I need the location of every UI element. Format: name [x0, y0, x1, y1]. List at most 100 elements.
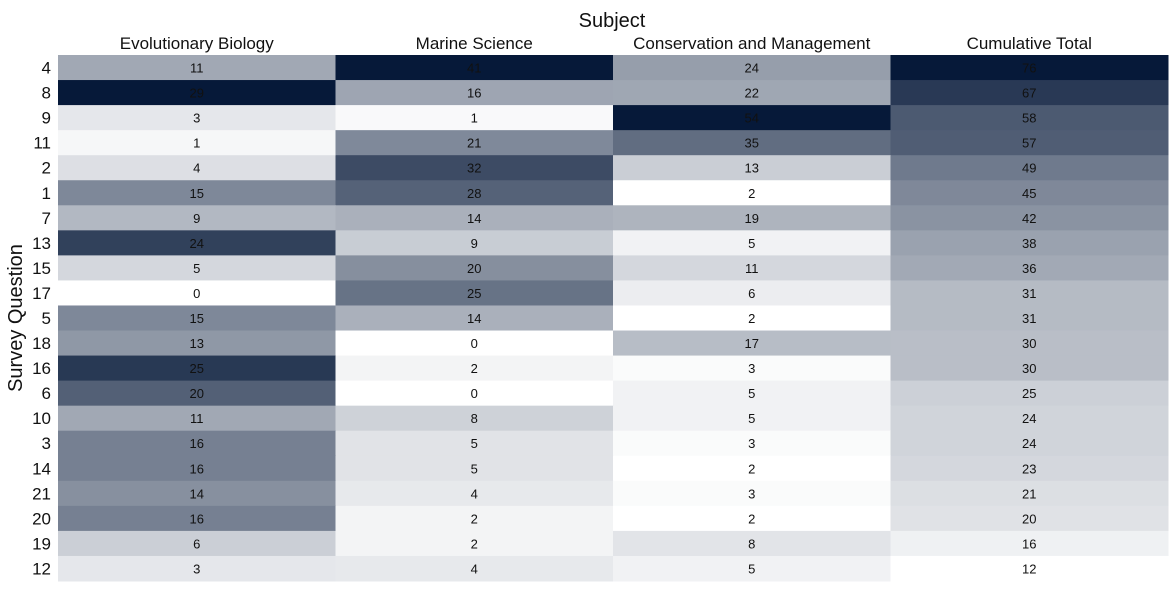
- cell-value-label: 16: [190, 511, 204, 526]
- row-label: 4: [42, 59, 51, 78]
- row-label: 21: [32, 484, 51, 503]
- heatmap-cell: [58, 205, 336, 231]
- row-label: 19: [32, 534, 51, 553]
- heatmap-cell: [58, 405, 336, 432]
- cell-value-label: 6: [193, 536, 200, 551]
- cell-value-label: 35: [745, 136, 759, 151]
- heatmap-cell: [335, 355, 614, 382]
- cell-value-label: 16: [467, 86, 481, 101]
- heatmap-cell: [335, 230, 614, 256]
- cell-value-label: 5: [471, 461, 478, 476]
- cell-value-label: 29: [190, 86, 204, 101]
- cell-value-label: 9: [471, 236, 478, 251]
- cell-value-label: 30: [1022, 361, 1036, 376]
- row-label: 10: [32, 409, 51, 428]
- cell-value-label: 5: [748, 411, 755, 426]
- cell-value-label: 2: [471, 361, 478, 376]
- cell-value-label: 20: [190, 386, 204, 401]
- cell-value-label: 28: [467, 186, 481, 201]
- cell-value-label: 76: [1022, 61, 1036, 76]
- cell-value-label: 25: [1022, 386, 1036, 401]
- row-label: 11: [33, 134, 51, 153]
- cell-value-label: 67: [1022, 86, 1036, 101]
- row-label: 13: [32, 234, 51, 253]
- row-label: 18: [32, 334, 51, 353]
- cell-value-label: 4: [471, 561, 478, 576]
- heatmap-cell: [58, 505, 336, 532]
- cell-value-label: 49: [1022, 161, 1036, 176]
- cell-value-label: 57: [1022, 136, 1036, 151]
- heatmap-cell: [335, 430, 614, 457]
- cell-value-label: 23: [1022, 461, 1036, 476]
- heatmap-cell: [58, 455, 336, 482]
- heatmap-cell: [613, 330, 891, 357]
- cell-value-label: 42: [1022, 211, 1036, 226]
- row-label: 9: [42, 109, 51, 128]
- cell-value-label: 3: [193, 111, 200, 126]
- cell-value-label: 14: [190, 486, 204, 501]
- cell-value-label: 14: [467, 211, 481, 226]
- heatmap-cell: [613, 380, 891, 407]
- heatmap-cell: [613, 155, 891, 181]
- heatmap-cell: [890, 80, 1169, 106]
- heatmap-cell: [890, 255, 1169, 281]
- heatmap-cell: [890, 130, 1169, 156]
- x-axis-title: Subject: [579, 10, 646, 32]
- cell-value-label: 5: [193, 261, 200, 276]
- column-label: Marine Science: [416, 34, 533, 53]
- heatmap-cell: [613, 180, 891, 206]
- cell-value-label: 5: [748, 386, 755, 401]
- cell-value-label: 11: [745, 261, 759, 276]
- heatmap-cell: [890, 355, 1169, 382]
- heatmap-cell: [890, 180, 1169, 206]
- cell-value-label: 3: [748, 486, 755, 501]
- cell-value-label: 30: [1022, 336, 1036, 351]
- heatmap-cell: [890, 280, 1169, 306]
- heatmap-cell: [890, 480, 1169, 507]
- cell-value-label: 4: [193, 161, 200, 176]
- cell-value-label: 5: [748, 561, 755, 576]
- cell-value-label: 24: [1022, 436, 1036, 451]
- cell-value-label: 54: [745, 111, 759, 126]
- heatmap-cell: [890, 155, 1169, 181]
- cell-value-label: 0: [471, 386, 478, 401]
- heatmap-cell: [58, 105, 336, 131]
- cell-value-label: 24: [745, 61, 759, 76]
- cell-value-label: 22: [745, 86, 759, 101]
- heatmap-cell: [335, 380, 614, 407]
- cell-value-label: 31: [1022, 286, 1036, 301]
- heatmap-cell: [613, 505, 891, 532]
- cell-value-label: 20: [467, 261, 481, 276]
- cell-value-label: 16: [190, 436, 204, 451]
- heatmap-cell: [335, 105, 614, 131]
- cell-value-label: 41: [467, 61, 481, 76]
- heatmap-cell: [890, 555, 1169, 582]
- row-label: 15: [32, 259, 51, 278]
- heatmap-cell: [58, 80, 336, 106]
- cell-value-label: 8: [748, 536, 755, 551]
- cell-value-label: 2: [748, 511, 755, 526]
- cell-value-label: 36: [1022, 261, 1036, 276]
- heatmap-cell: [613, 205, 891, 231]
- cell-value-label: 13: [190, 336, 204, 351]
- heatmap-cell: [335, 330, 614, 357]
- heatmap-cell: [335, 155, 614, 181]
- heatmap-cell: [58, 305, 336, 332]
- column-label: Cumulative Total: [967, 34, 1092, 53]
- heatmap-cell: [890, 430, 1169, 457]
- cell-value-label: 16: [1022, 536, 1036, 551]
- heatmap-cell: [335, 80, 614, 106]
- heatmap-cell: [613, 230, 891, 256]
- heatmap-cell: [58, 430, 336, 457]
- heatmap-cell: [613, 355, 891, 382]
- cell-value-label: 25: [190, 361, 204, 376]
- cell-value-label: 11: [190, 411, 204, 426]
- heatmap-cell: [613, 280, 891, 306]
- heatmap-cell: [58, 55, 336, 81]
- cell-value-label: 2: [748, 186, 755, 201]
- heatmap-cell: [58, 555, 336, 582]
- cell-value-label: 1: [193, 136, 200, 151]
- heatmap-cell: [890, 505, 1169, 532]
- cell-value-label: 8: [471, 411, 478, 426]
- cell-value-label: 4: [471, 486, 478, 501]
